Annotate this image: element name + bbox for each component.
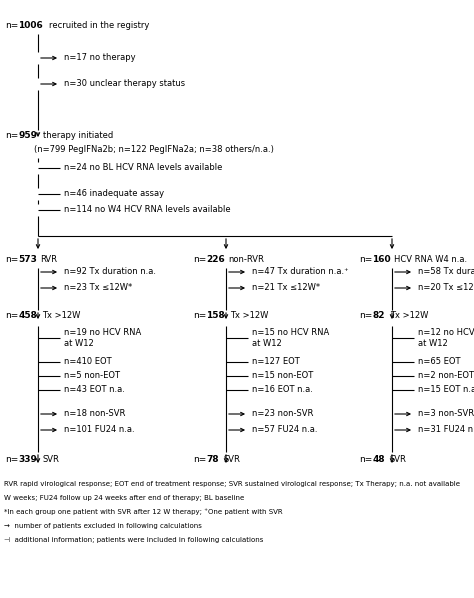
Text: 1006: 1006 — [18, 22, 43, 30]
Text: n=17 no therapy: n=17 no therapy — [64, 53, 136, 63]
Text: 78: 78 — [206, 456, 219, 465]
Text: n=65 EOT: n=65 EOT — [418, 358, 461, 367]
Text: HCV RNA W4 n.a.: HCV RNA W4 n.a. — [394, 255, 467, 264]
Text: n=16 EOT n.a.: n=16 EOT n.a. — [252, 386, 313, 395]
Text: n=101 FU24 n.a.: n=101 FU24 n.a. — [64, 426, 135, 435]
Text: 160: 160 — [372, 255, 391, 264]
Text: n=43 EOT n.a.: n=43 EOT n.a. — [64, 386, 125, 395]
Text: ⊣  additional information; patients were included in following calculations: ⊣ additional information; patients were … — [4, 537, 264, 543]
Text: Tx >12W: Tx >12W — [42, 312, 81, 321]
Text: n=23 non-SVR: n=23 non-SVR — [252, 410, 313, 419]
Text: 458: 458 — [18, 312, 37, 321]
Text: n=15 EOT n.a.: n=15 EOT n.a. — [418, 386, 474, 395]
Text: (n=799 PegIFNa2b; n=122 PegIFNa2a; n=38 others/n.a.): (n=799 PegIFNa2b; n=122 PegIFNa2a; n=38 … — [34, 145, 274, 154]
Text: SVR: SVR — [42, 456, 59, 465]
Text: non-RVR: non-RVR — [228, 255, 264, 264]
Text: therapy initiated: therapy initiated — [43, 132, 113, 141]
Text: n=: n= — [5, 456, 18, 465]
Text: n=12 no HCV RNA
at W12: n=12 no HCV RNA at W12 — [418, 328, 474, 347]
Text: 573: 573 — [18, 255, 37, 264]
Text: RVR: RVR — [40, 255, 57, 264]
Text: →  number of patients excluded in following calculations: → number of patients excluded in followi… — [4, 523, 202, 529]
Text: n=: n= — [5, 22, 18, 30]
Text: n=58 Tx duration n.a.: n=58 Tx duration n.a. — [418, 267, 474, 276]
Text: W weeks; FU24 follow up 24 weeks after end of therapy; BL baseline: W weeks; FU24 follow up 24 weeks after e… — [4, 495, 244, 501]
Text: SVR: SVR — [390, 456, 407, 465]
Text: n=: n= — [5, 255, 18, 264]
Text: n=15 no HCV RNA
at W12: n=15 no HCV RNA at W12 — [252, 328, 329, 347]
Text: n=19 no HCV RNA
at W12: n=19 no HCV RNA at W12 — [64, 328, 141, 347]
Text: Tx >12W: Tx >12W — [230, 312, 268, 321]
Text: SVR: SVR — [224, 456, 241, 465]
Text: n=24 no BL HCV RNA levels available: n=24 no BL HCV RNA levels available — [64, 163, 222, 172]
Text: *In each group one patient with SVR after 12 W therapy; ⁺One patient with SVR: *In each group one patient with SVR afte… — [4, 509, 283, 515]
Text: n=: n= — [193, 312, 206, 321]
Text: n=31 FU24 n.a.: n=31 FU24 n.a. — [418, 426, 474, 435]
Text: n=23 Tx ≤12W*: n=23 Tx ≤12W* — [64, 283, 132, 292]
Text: RVR rapid virological response; EOT end of treatment response; SVR sustained vir: RVR rapid virological response; EOT end … — [4, 481, 460, 487]
Text: 158: 158 — [206, 312, 225, 321]
Text: n=127 EOT: n=127 EOT — [252, 358, 300, 367]
Text: n=21 Tx ≤12W*: n=21 Tx ≤12W* — [252, 283, 320, 292]
Text: n=20 Tx ≤12W*: n=20 Tx ≤12W* — [418, 283, 474, 292]
Text: n=18 non-SVR: n=18 non-SVR — [64, 410, 126, 419]
Text: n=410 EOT: n=410 EOT — [64, 358, 111, 367]
Text: n=: n= — [359, 255, 372, 264]
Text: 48: 48 — [372, 456, 385, 465]
Text: n=: n= — [5, 312, 18, 321]
Text: n=2 non-EOT: n=2 non-EOT — [418, 371, 474, 380]
Text: n=15 non-EOT: n=15 non-EOT — [252, 371, 313, 380]
Text: n=: n= — [193, 255, 206, 264]
Text: n=: n= — [5, 132, 18, 141]
Text: recruited in the registry: recruited in the registry — [49, 22, 149, 30]
Text: n=: n= — [359, 456, 372, 465]
Text: n=46 inadequate assay: n=46 inadequate assay — [64, 190, 164, 199]
Text: n=57 FU24 n.a.: n=57 FU24 n.a. — [252, 426, 318, 435]
Text: n=114 no W4 HCV RNA levels available: n=114 no W4 HCV RNA levels available — [64, 206, 231, 215]
Text: Tx >12W: Tx >12W — [390, 312, 428, 321]
Text: n=92 Tx duration n.a.: n=92 Tx duration n.a. — [64, 267, 156, 276]
Text: n=: n= — [359, 312, 372, 321]
Text: n=: n= — [193, 456, 206, 465]
Text: n=3 non-SVR: n=3 non-SVR — [418, 410, 474, 419]
Text: 339: 339 — [18, 456, 37, 465]
Text: 226: 226 — [206, 255, 225, 264]
Text: 959: 959 — [18, 132, 37, 141]
Text: n=47 Tx duration n.a.⁺: n=47 Tx duration n.a.⁺ — [252, 267, 348, 276]
Text: n=5 non-EOT: n=5 non-EOT — [64, 371, 120, 380]
Text: n=30 unclear therapy status: n=30 unclear therapy status — [64, 80, 185, 89]
Text: 82: 82 — [372, 312, 385, 321]
